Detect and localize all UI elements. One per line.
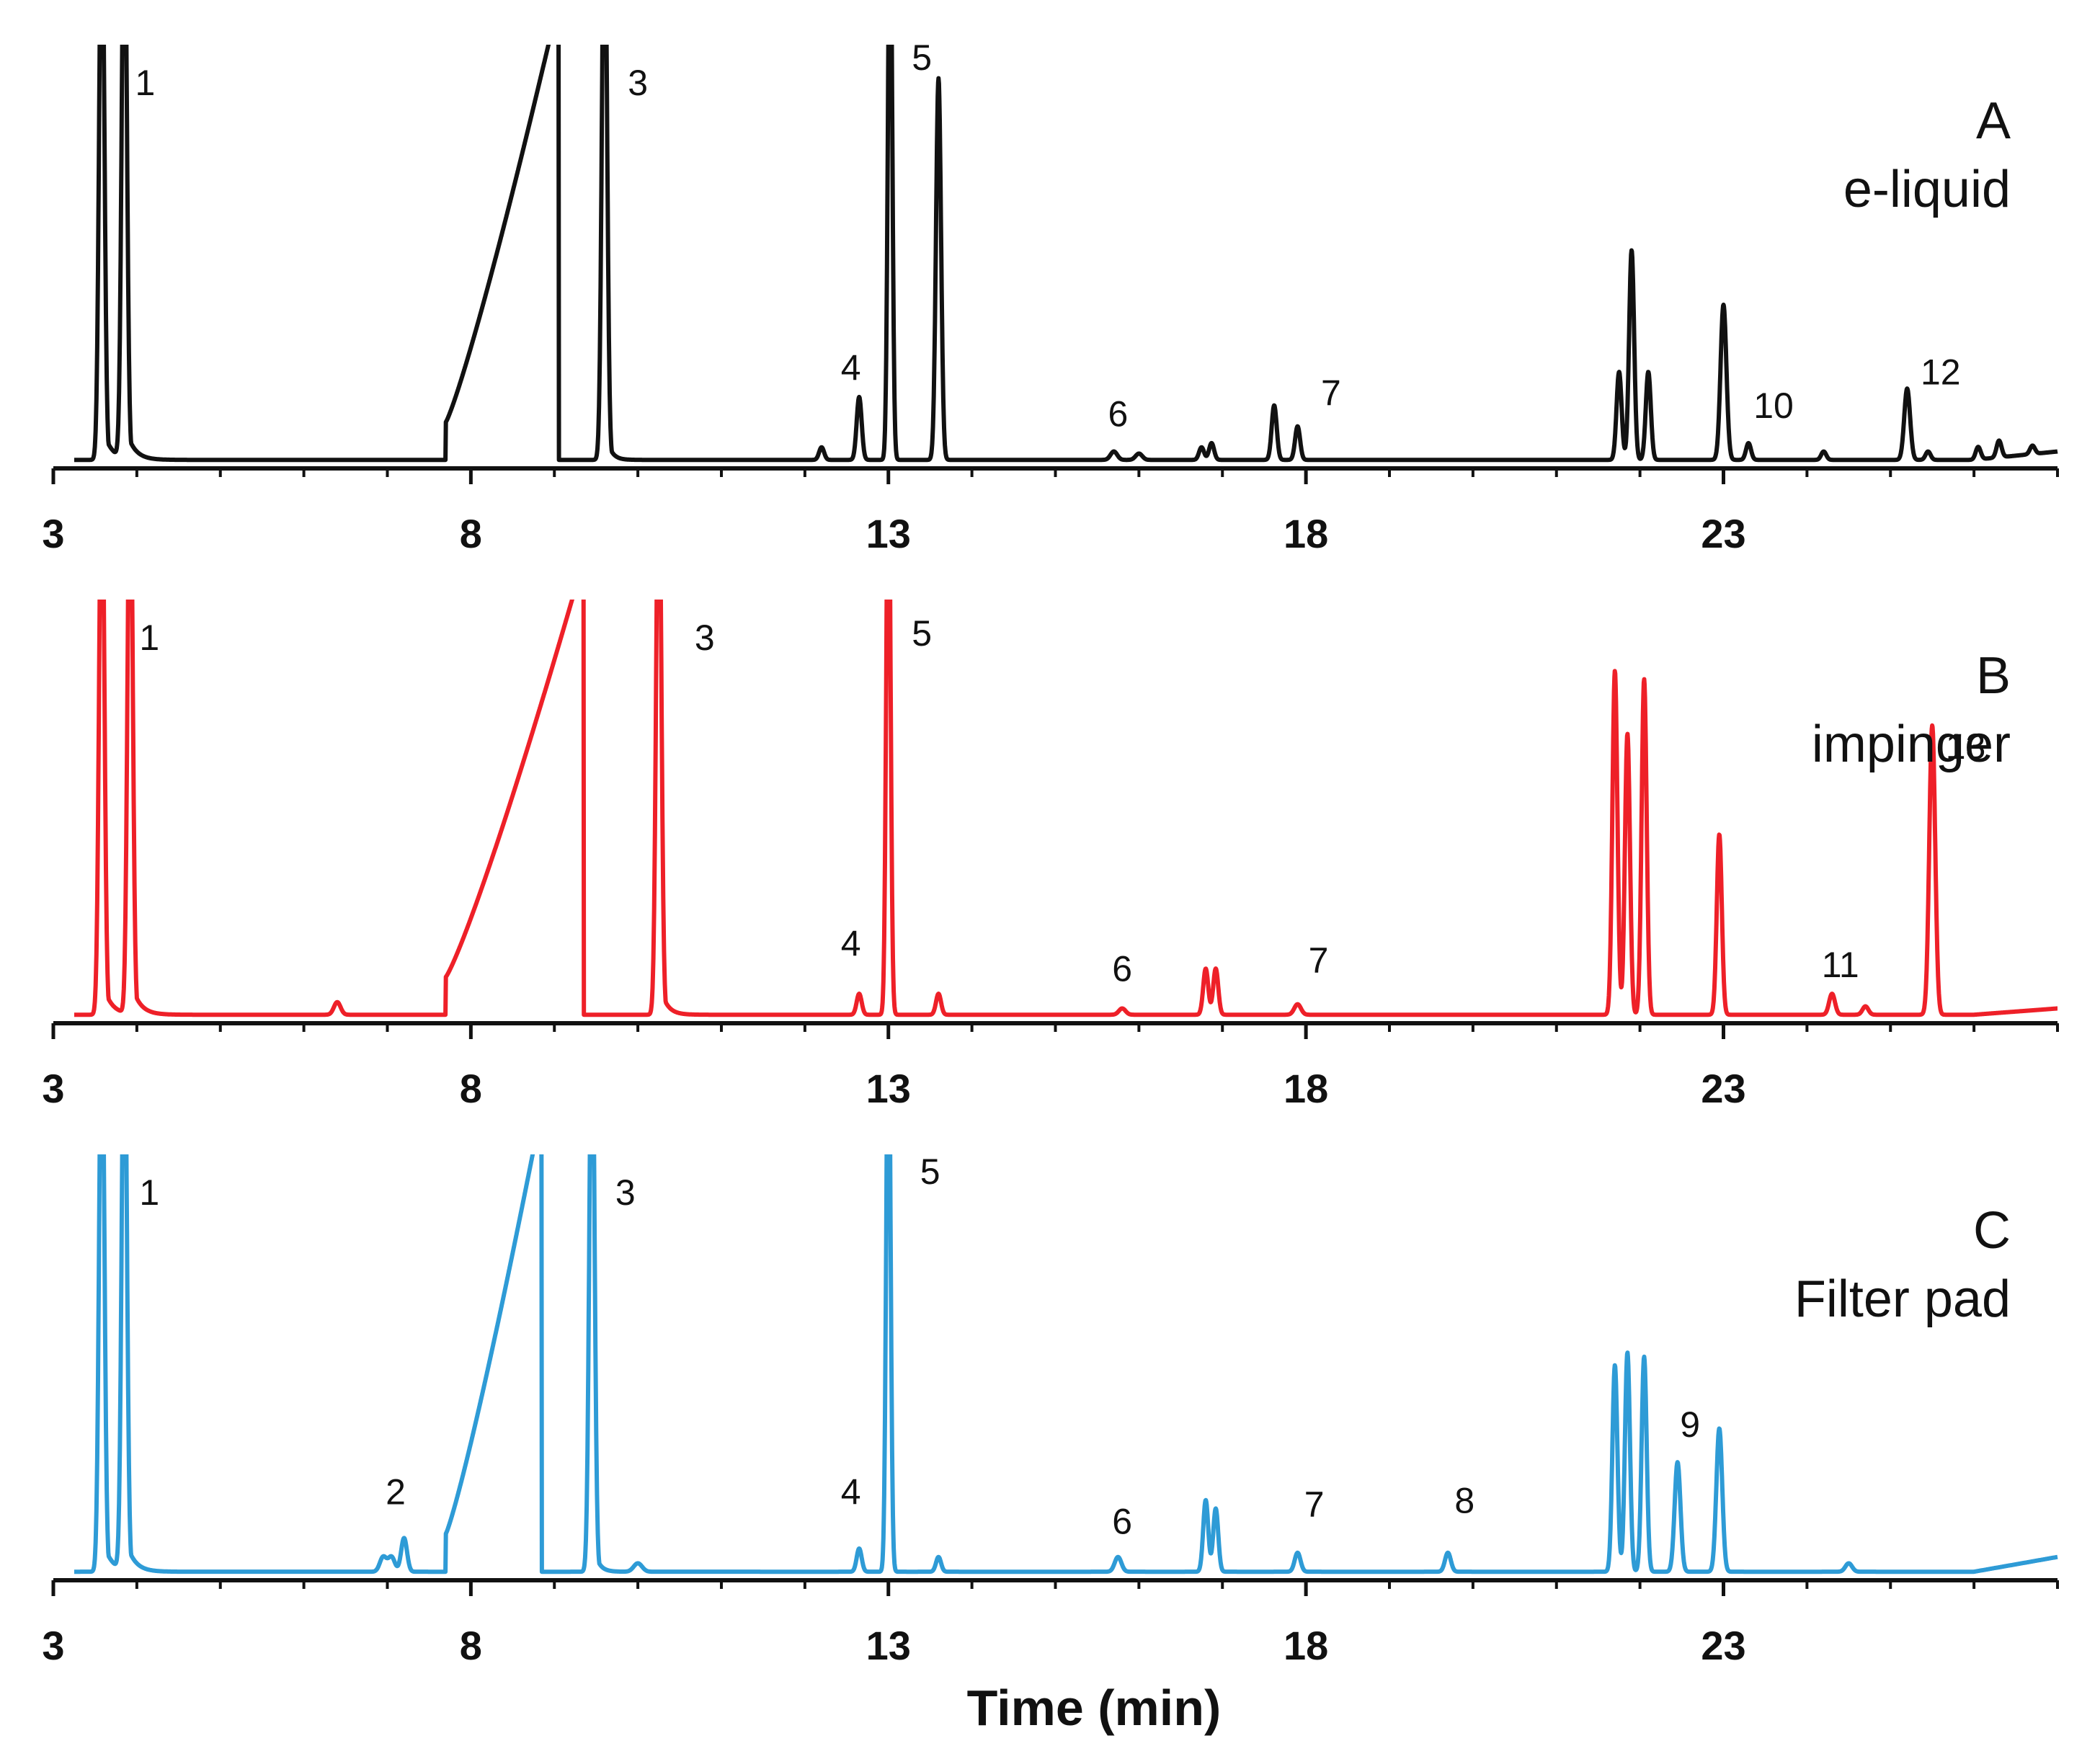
peak-label-12: 12 (1921, 352, 1961, 392)
x-tick-label: 8 (460, 1066, 482, 1111)
panel-letter: B (1976, 647, 2011, 705)
peak-label-5: 5 (912, 37, 932, 78)
x-tick-label: 18 (1284, 1066, 1328, 1111)
x-tick-label: 23 (1701, 1623, 1745, 1668)
panel-name: Filter pad (1794, 1270, 2011, 1328)
x-tick-label: 23 (1701, 511, 1745, 556)
peak-label-5: 5 (920, 1152, 940, 1192)
peak-label-5: 5 (912, 613, 932, 654)
x-tick-label: 13 (866, 1066, 911, 1111)
x-tick-label: 8 (460, 1623, 482, 1668)
x-tick-label: 23 (1701, 1066, 1745, 1111)
x-tick-label: 3 (42, 511, 64, 556)
x-tick-label: 3 (42, 1623, 64, 1668)
peak-label-11: 11 (1822, 945, 1859, 985)
peak-label-6: 6 (1112, 949, 1132, 989)
peak-label-9: 9 (1680, 1404, 1700, 1445)
x-axis-title: Time (min) (967, 1680, 1222, 1736)
x-tick-label: 13 (866, 1623, 911, 1668)
peak-label-10: 10 (1753, 386, 1794, 426)
x-tick-label: 18 (1284, 1623, 1328, 1668)
peak-label-7: 7 (1309, 940, 1329, 981)
panel-name: e-liquid (1843, 161, 2011, 218)
peak-label-3: 3 (628, 63, 648, 103)
peak-label-1: 1 (139, 1172, 159, 1213)
panel-letter: C (1973, 1202, 2011, 1260)
x-tick-label: 13 (866, 511, 911, 556)
panel-letter: A (1976, 92, 2011, 150)
peak-label-4: 4 (841, 348, 861, 388)
x-tick-label: 18 (1284, 511, 1328, 556)
peak-label-4: 4 (841, 1472, 861, 1513)
peak-label-6: 6 (1108, 394, 1129, 435)
peak-label-6: 6 (1112, 1502, 1132, 1542)
peak-label-7: 7 (1304, 1484, 1325, 1525)
peak-label-2: 2 (386, 1472, 406, 1513)
x-tick-label: 3 (42, 1066, 64, 1111)
peak-label-3: 3 (615, 1172, 636, 1213)
peak-label-1: 1 (139, 618, 159, 658)
chromatogram-trace (72, 45, 2060, 463)
chromatogram-trace (72, 600, 2060, 1017)
panel-name: impinger (1812, 716, 2011, 773)
peak-label-4: 4 (841, 924, 861, 964)
chromatogram-trace (72, 1154, 2060, 1574)
peak-label-1: 1 (135, 63, 156, 103)
peak-label-7: 7 (1321, 373, 1341, 414)
peak-label-3: 3 (695, 618, 715, 658)
x-tick-label: 8 (460, 511, 482, 556)
peak-label-13: 13 (1946, 726, 1986, 767)
peak-label-8: 8 (1454, 1480, 1474, 1520)
